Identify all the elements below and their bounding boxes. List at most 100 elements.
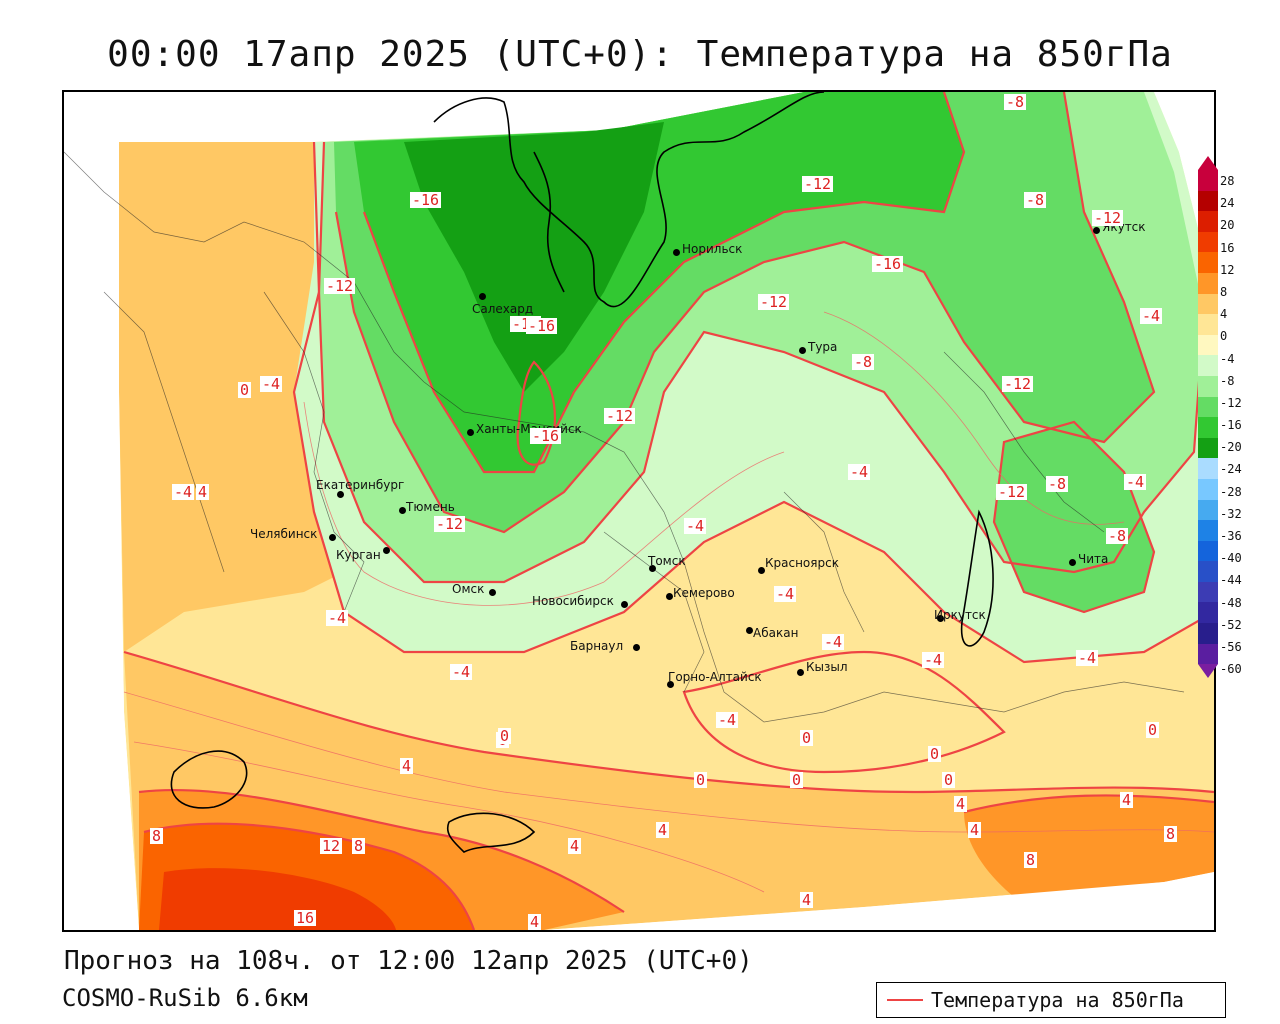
city-label: Екатеринбург — [316, 478, 405, 492]
city-label: Норильск — [682, 242, 743, 256]
colorbar-bottom-arrow — [1198, 664, 1218, 679]
city-label: Иркутск — [934, 608, 986, 622]
contour-label: -4 — [774, 585, 797, 603]
contour-label: -8 — [1106, 527, 1129, 545]
contour-label: -12 — [324, 277, 356, 295]
colorbar-cell — [1198, 437, 1218, 459]
colorbar-cell — [1198, 643, 1218, 665]
city-label: Курган — [336, 548, 381, 562]
contour-label: 4 — [568, 837, 582, 855]
colorbar-cell — [1198, 581, 1218, 603]
legend-line-swatch — [887, 999, 923, 1001]
contour-label: -8 — [1046, 475, 1069, 493]
colorbar-tick-label: -40 — [1220, 551, 1242, 566]
city-label: Челябинск — [250, 527, 318, 541]
city-marker — [337, 491, 344, 498]
city-label: Абакан — [753, 626, 799, 640]
colorbar-tick-label: -36 — [1220, 529, 1242, 543]
city-marker — [383, 547, 390, 554]
city-label: Кемерово — [673, 586, 735, 600]
contour-label: 8 — [1164, 825, 1178, 843]
colorbar-top-arrow — [1198, 156, 1218, 170]
contour-label: -4 — [450, 663, 473, 681]
colorbar — [1198, 156, 1218, 679]
contour-label: 12 — [320, 837, 343, 855]
colorbar-tick-label: -4 — [1220, 351, 1235, 366]
colorbar-tick-label: -28 — [1220, 484, 1242, 499]
colorbar-tick-label: 16 — [1220, 240, 1235, 255]
colorbar-cell — [1198, 231, 1218, 253]
city-marker — [937, 615, 944, 622]
city-marker — [1093, 227, 1100, 234]
colorbar-cell — [1198, 540, 1218, 562]
contour-label: 16 — [294, 909, 317, 927]
city-marker — [633, 644, 640, 651]
city-marker — [799, 347, 806, 354]
colorbar-cell — [1198, 314, 1218, 335]
contour-label: 8 — [1024, 851, 1038, 869]
contour-label: -4 — [326, 609, 349, 627]
colorbar-cell — [1198, 478, 1218, 500]
colorbar-tick-label: -24 — [1220, 462, 1242, 477]
contour-label: -4 — [1124, 473, 1147, 491]
contour-label: -12 — [604, 407, 636, 425]
contour-label: 4 — [968, 821, 982, 839]
map-fields — [64, 92, 1214, 930]
city-label: Новосибирск — [532, 594, 614, 608]
colorbar-cell — [1198, 293, 1218, 315]
contour-label: 0 — [498, 727, 512, 745]
colorbar-tick-label: -48 — [1220, 595, 1242, 610]
city-marker — [621, 601, 628, 608]
forecast-info: Прогноз на 108ч. от 12:00 12апр 2025 (UT… — [64, 946, 753, 976]
colorbar-cell — [1198, 375, 1218, 397]
colorbar-tick-label: -20 — [1220, 440, 1242, 455]
contour-label: 4 — [954, 795, 968, 813]
contour-label: 4 — [800, 891, 814, 909]
temperature-map[interactable]: Норильск Якутск Салехард Тура Ханты-Мансийск… — [62, 90, 1216, 932]
contour-label: -12 — [802, 175, 834, 193]
colorbar-tick-label: -8 — [1220, 373, 1235, 388]
legend-label: Температура на 850гПа — [931, 988, 1184, 1012]
city-marker — [649, 565, 656, 572]
colorbar-tick-label: 20 — [1220, 218, 1235, 233]
city-marker — [746, 627, 753, 634]
city-label: Кызыл — [806, 660, 848, 674]
colorbar-tick-label: -44 — [1220, 573, 1242, 588]
city-label: Ханты-Мансийск — [476, 422, 582, 436]
contour-label: 4 — [1120, 791, 1134, 809]
colorbar-tick-label: 0 — [1220, 329, 1228, 344]
city-label: Чита — [1078, 552, 1109, 566]
contour-label: -12 — [1092, 209, 1124, 227]
contour-label: -12 — [996, 483, 1028, 501]
legend-box: Температура на 850гПа — [876, 982, 1226, 1018]
colorbar-cell — [1198, 396, 1218, 418]
contour-label: 4 — [528, 913, 542, 931]
contour-label: -16 — [526, 317, 558, 335]
contour-label: 0 — [800, 729, 814, 747]
city-marker — [673, 249, 680, 256]
model-name: COSMO-RuSib 6.6км — [62, 984, 308, 1012]
contour-label: -12 — [758, 293, 790, 311]
colorbar-cell — [1198, 623, 1218, 644]
contour-label: 0 — [928, 745, 942, 763]
contour-label: -8 — [852, 353, 875, 371]
contour-label: -12 — [434, 515, 466, 533]
city-marker — [489, 589, 496, 596]
contour-label: 4 — [196, 483, 210, 501]
city-marker — [667, 681, 674, 688]
city-marker — [479, 293, 486, 300]
contour-label: -4 — [922, 651, 945, 669]
colorbar-labels: 28 24 20 16 12 8 4 0 -4 -8 -12 -16 -20 -24 -28 -32 -36 -4… — [1220, 170, 1242, 680]
contour-label: 8 — [150, 827, 164, 845]
contour-label: 0 — [942, 771, 956, 789]
city-marker — [758, 567, 765, 574]
contour-label: -12 — [1002, 375, 1034, 393]
colorbar-cell — [1198, 602, 1218, 624]
colorbar-cell — [1198, 458, 1218, 479]
contour-label: 8 — [352, 837, 366, 855]
contour-label: -16 — [530, 427, 562, 445]
colorbar-tick-label: -32 — [1220, 506, 1242, 521]
colorbar-cell — [1198, 252, 1218, 273]
contour-label: -4 — [716, 711, 739, 729]
colorbar-tick-label: -56 — [1220, 639, 1242, 654]
